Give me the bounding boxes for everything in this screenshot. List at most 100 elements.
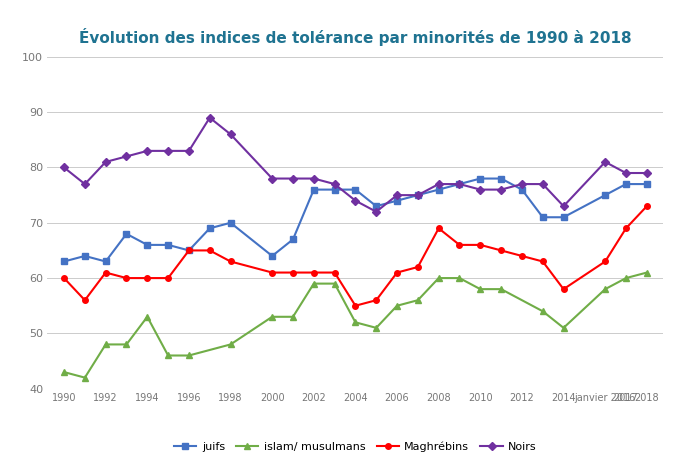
Noirs (559, 203, 567, 209)
islam/ musulmans (601, 286, 609, 292)
juifs (372, 203, 380, 209)
Line: Maghrébins: Maghrébins (61, 203, 650, 309)
Legend: juifs, islam/ musulmans, Maghrébins, Noirs: juifs, islam/ musulmans, Maghrébins, Noi… (169, 437, 542, 456)
Maghrébins (123, 275, 131, 281)
Maghrébins (456, 242, 464, 248)
Maghrébins (268, 270, 276, 275)
juifs (435, 187, 443, 192)
islam/ musulmans (164, 353, 172, 358)
Line: Noirs: Noirs (61, 115, 650, 215)
Noirs (227, 131, 235, 137)
juifs (144, 242, 152, 248)
juifs (81, 253, 89, 259)
Maghrébins (185, 247, 193, 253)
Noirs (144, 148, 152, 154)
islam/ musulmans (102, 342, 110, 347)
Maghrébins (393, 270, 401, 275)
islam/ musulmans (227, 342, 235, 347)
islam/ musulmans (476, 286, 484, 292)
Noirs (81, 181, 89, 187)
islam/ musulmans (539, 309, 547, 314)
islam/ musulmans (351, 319, 359, 325)
Noirs (185, 148, 193, 154)
juifs (622, 181, 630, 187)
Maghrébins (289, 270, 297, 275)
Maghrébins (539, 259, 547, 264)
juifs (414, 192, 422, 198)
islam/ musulmans (81, 375, 89, 381)
Maghrébins (476, 242, 484, 248)
juifs (185, 247, 193, 253)
islam/ musulmans (268, 314, 276, 319)
juifs (393, 198, 401, 203)
Maghrébins (60, 275, 68, 281)
islam/ musulmans (123, 342, 131, 347)
Noirs (414, 192, 422, 198)
juifs (227, 220, 235, 226)
Noirs (539, 181, 547, 187)
Maghrébins (164, 275, 172, 281)
Maghrébins (81, 297, 89, 303)
Maghrébins (144, 275, 152, 281)
islam/ musulmans (185, 353, 193, 358)
Maghrébins (310, 270, 318, 275)
Noirs (372, 209, 380, 215)
Maghrébins (414, 264, 422, 270)
Maghrébins (559, 286, 567, 292)
juifs (642, 181, 651, 187)
juifs (102, 259, 110, 264)
islam/ musulmans (330, 281, 338, 286)
Noirs (351, 198, 359, 203)
Noirs (102, 159, 110, 165)
Noirs (435, 181, 443, 187)
Noirs (60, 164, 68, 170)
Maghrébins (497, 247, 505, 253)
juifs (310, 187, 318, 192)
Maghrébins (227, 259, 235, 264)
islam/ musulmans (622, 275, 630, 281)
Noirs (123, 154, 131, 159)
juifs (601, 192, 609, 198)
Noirs (206, 115, 214, 120)
juifs (518, 187, 526, 192)
Noirs (497, 187, 505, 192)
Maghrébins (102, 270, 110, 275)
islam/ musulmans (497, 286, 505, 292)
juifs (559, 214, 567, 220)
islam/ musulmans (642, 270, 651, 275)
Noirs (601, 159, 609, 165)
islam/ musulmans (414, 297, 422, 303)
Line: islam/ musulmans: islam/ musulmans (60, 269, 651, 381)
Noirs (330, 181, 338, 187)
Maghrébins (206, 247, 214, 253)
juifs (330, 187, 338, 192)
Noirs (164, 148, 172, 154)
Maghrébins (372, 297, 380, 303)
juifs (539, 214, 547, 220)
islam/ musulmans (372, 325, 380, 331)
Noirs (289, 176, 297, 182)
Maghrébins (642, 203, 651, 209)
juifs (289, 237, 297, 242)
Noirs (642, 170, 651, 176)
islam/ musulmans (289, 314, 297, 319)
juifs (476, 176, 484, 182)
Maghrébins (330, 270, 338, 275)
islam/ musulmans (393, 303, 401, 309)
juifs (164, 242, 172, 248)
Maghrébins (351, 303, 359, 309)
islam/ musulmans (310, 281, 318, 286)
juifs (123, 231, 131, 237)
juifs (60, 259, 68, 264)
islam/ musulmans (60, 369, 68, 375)
juifs (351, 187, 359, 192)
juifs (456, 181, 464, 187)
Title: Évolution des indices de tolérance par minorités de 1990 à 2018: Évolution des indices de tolérance par m… (79, 28, 632, 46)
Noirs (518, 181, 526, 187)
Noirs (622, 170, 630, 176)
islam/ musulmans (456, 275, 464, 281)
islam/ musulmans (435, 275, 443, 281)
juifs (497, 176, 505, 182)
islam/ musulmans (559, 325, 567, 331)
Maghrébins (622, 226, 630, 231)
